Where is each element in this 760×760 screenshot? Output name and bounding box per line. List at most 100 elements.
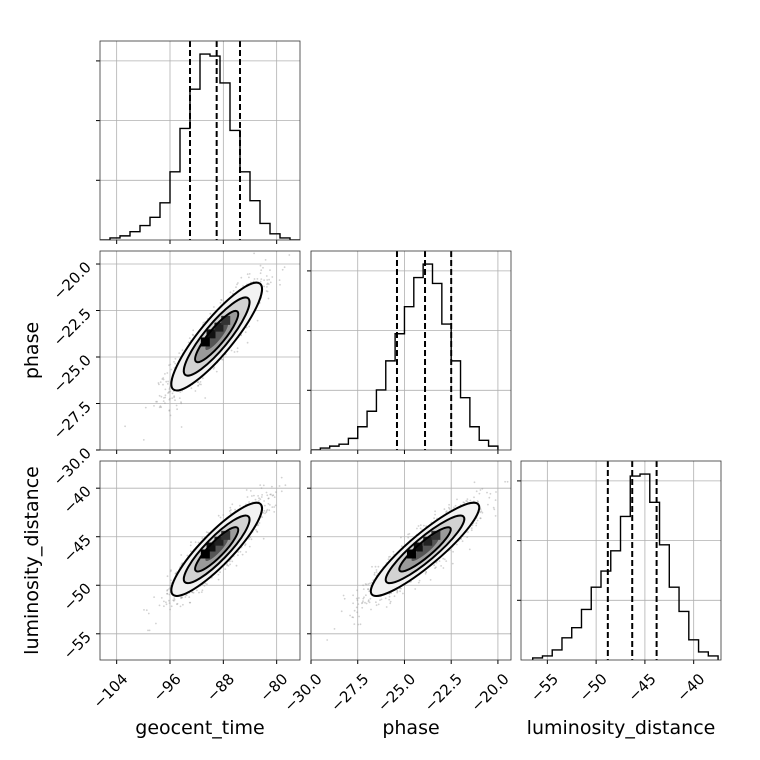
data-layer bbox=[100, 41, 719, 660]
sample-point bbox=[170, 368, 173, 371]
sample-point bbox=[473, 481, 476, 484]
contour-0 bbox=[170, 501, 264, 597]
sample-point bbox=[228, 560, 231, 563]
x-tick-label-luminosity_distance: −40 bbox=[673, 670, 708, 705]
sample-point bbox=[340, 610, 343, 613]
sample-point bbox=[244, 543, 247, 546]
sample-point bbox=[248, 273, 251, 275]
sample-point bbox=[463, 501, 466, 504]
sample-point bbox=[173, 598, 176, 601]
sample-point bbox=[445, 560, 448, 562]
sample-point bbox=[424, 572, 427, 575]
sample-point bbox=[388, 556, 390, 558]
sample-point bbox=[363, 596, 365, 599]
sample-point bbox=[342, 594, 345, 597]
sample-point bbox=[400, 545, 403, 548]
sample-point bbox=[364, 601, 366, 604]
sample-point bbox=[445, 511, 447, 513]
sample-point bbox=[476, 519, 479, 522]
sample-point bbox=[248, 538, 250, 540]
sample-point bbox=[269, 269, 271, 271]
sample-point bbox=[262, 537, 265, 540]
sample-point bbox=[147, 612, 150, 615]
sample-point bbox=[222, 358, 224, 361]
sample-point bbox=[197, 384, 200, 387]
sample-point bbox=[185, 594, 188, 596]
sample-point bbox=[215, 370, 218, 373]
panel-frame bbox=[99, 250, 301, 451]
sample-point bbox=[268, 509, 271, 512]
sample-point bbox=[230, 349, 233, 352]
sample-point bbox=[385, 606, 388, 608]
sample-point bbox=[253, 494, 255, 497]
sample-point bbox=[166, 589, 169, 592]
sample-point bbox=[416, 527, 418, 530]
sample-point bbox=[222, 514, 225, 516]
histogram-geocent_time bbox=[100, 53, 300, 240]
sample-point bbox=[262, 266, 264, 269]
sample-point bbox=[369, 597, 372, 600]
sample-point bbox=[160, 395, 163, 398]
sample-point bbox=[200, 591, 203, 593]
sample-point bbox=[272, 494, 275, 497]
sample-point bbox=[353, 609, 356, 612]
sample-point bbox=[145, 609, 148, 612]
sample-point bbox=[353, 623, 356, 625]
x-tick-label-luminosity_distance: −45 bbox=[625, 670, 660, 705]
sample-point bbox=[468, 548, 471, 551]
sample-point bbox=[181, 596, 184, 599]
sample-point bbox=[191, 591, 194, 594]
sample-point bbox=[351, 616, 354, 618]
sample-point bbox=[220, 299, 223, 302]
sample-point bbox=[158, 394, 161, 397]
x-tick-label-phase: −22.5 bbox=[421, 670, 466, 715]
sample-point bbox=[197, 541, 200, 544]
sample-point bbox=[246, 273, 249, 276]
sample-point bbox=[271, 276, 274, 278]
sample-point bbox=[448, 503, 450, 506]
sample-point bbox=[418, 579, 421, 582]
sample-point bbox=[262, 484, 265, 487]
sample-point bbox=[375, 569, 378, 571]
sample-point bbox=[245, 551, 248, 553]
sample-point bbox=[435, 561, 438, 564]
sample-point bbox=[200, 383, 202, 386]
sample-point bbox=[224, 568, 227, 570]
sample-point bbox=[228, 510, 231, 512]
sample-point bbox=[479, 517, 482, 520]
sample-point bbox=[168, 390, 171, 393]
sample-point bbox=[176, 408, 179, 411]
sample-point bbox=[362, 600, 364, 602]
sample-point bbox=[264, 504, 266, 507]
sample-point bbox=[246, 341, 249, 344]
sample-point bbox=[425, 571, 427, 573]
sample-point bbox=[361, 606, 364, 609]
sample-point bbox=[158, 383, 160, 386]
sample-point bbox=[171, 392, 174, 395]
sample-point bbox=[189, 550, 192, 553]
sample-point bbox=[352, 616, 355, 619]
sample-point bbox=[265, 510, 268, 512]
sample-point bbox=[189, 544, 192, 547]
sample-point bbox=[451, 562, 454, 565]
sample-point bbox=[466, 500, 469, 503]
sample-point bbox=[166, 592, 169, 595]
sample-point bbox=[271, 485, 273, 488]
sample-point bbox=[189, 601, 192, 604]
sample-point bbox=[380, 598, 383, 601]
sample-point bbox=[479, 517, 482, 520]
density-peak-cell bbox=[200, 549, 210, 559]
sample-point bbox=[343, 597, 346, 600]
density-peak-cell bbox=[406, 549, 416, 559]
sample-point bbox=[266, 286, 268, 288]
sample-point bbox=[157, 382, 160, 384]
sample-point bbox=[352, 602, 354, 605]
sample-point bbox=[168, 364, 171, 367]
sample-point bbox=[377, 565, 380, 568]
sample-point bbox=[166, 575, 169, 578]
density-peak-cell bbox=[214, 536, 224, 546]
sample-point bbox=[168, 599, 170, 602]
sample-point bbox=[266, 279, 269, 281]
sample-point bbox=[180, 401, 182, 403]
sample-point bbox=[257, 524, 260, 527]
